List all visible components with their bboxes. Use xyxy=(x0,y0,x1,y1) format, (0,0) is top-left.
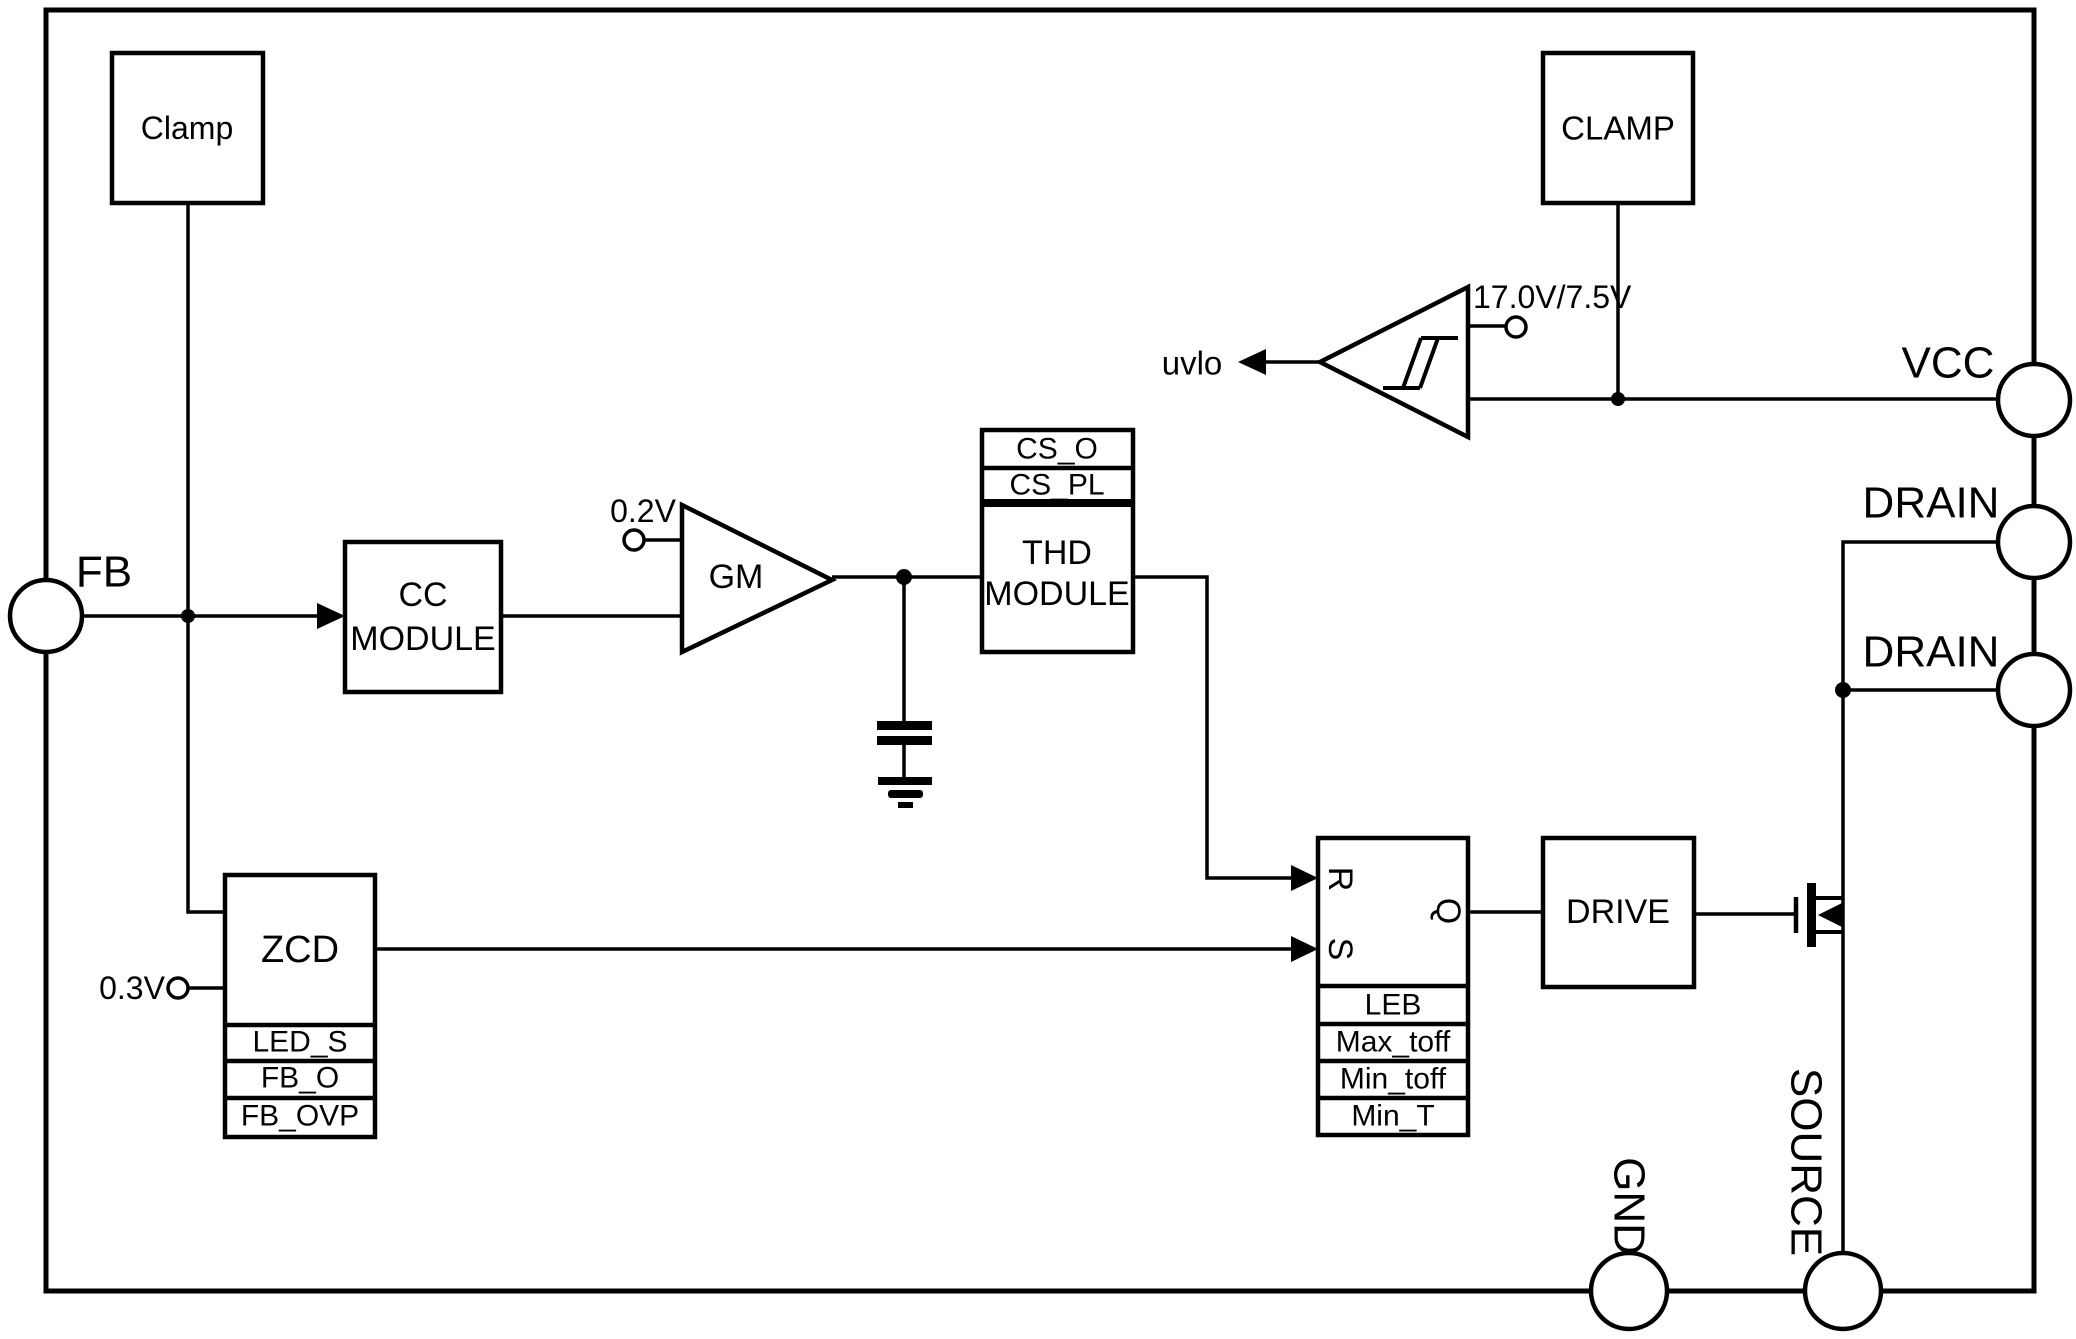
cc-module-label-line1: CC xyxy=(398,576,447,614)
gm-ref-label: 0.2V xyxy=(610,493,676,529)
cc-input-arrowhead xyxy=(317,603,345,629)
latch-input2-label: Max_toff xyxy=(1336,1026,1451,1059)
clamp-vcc-box xyxy=(1540,50,1696,206)
ground-bar3-icon xyxy=(898,802,913,808)
drain-junction-dot xyxy=(1835,682,1851,698)
thd-module-label-line1: THD xyxy=(1022,534,1092,572)
drive-box xyxy=(1540,835,1697,990)
clamp-fb-box xyxy=(109,50,266,206)
thd-input1-label: CS_O xyxy=(1016,433,1098,466)
zcd-output2-label: FB_O xyxy=(261,1062,339,1095)
drain-top-wire xyxy=(1841,540,2034,1255)
zcd-ref-terminal-icon xyxy=(166,976,190,1000)
latch-reset-label: R xyxy=(1321,867,1359,892)
fb-pin xyxy=(7,577,85,655)
zcd-output1-label: LED_S xyxy=(252,1026,347,1059)
gm-amp-label: GM xyxy=(709,558,764,596)
drain-pin-bottom xyxy=(1995,651,2073,729)
source-pin xyxy=(1802,1250,1884,1332)
fb-pin-label: FB xyxy=(76,548,132,597)
clamp-fb-label: Clamp xyxy=(141,110,233,146)
latch-set-label: S xyxy=(1321,938,1359,961)
cc-module-label-line2: MODULE xyxy=(350,620,495,658)
gm-amp-triangle xyxy=(679,501,838,656)
ground-bar2-icon xyxy=(888,790,923,798)
source-pin-label: SOURCE xyxy=(1782,1068,1831,1256)
uvlo-ref-terminal-icon xyxy=(1504,315,1528,339)
zcd-ref-label: 0.3V xyxy=(99,970,165,1006)
uvlo-signal-label: uvlo xyxy=(1162,345,1223,382)
latch-q-label: Q xyxy=(1429,898,1467,924)
latch-reset-arrowhead xyxy=(1291,865,1318,891)
zcd-box xyxy=(222,872,378,1140)
clamp-fb-to-zcd-wire xyxy=(186,205,225,914)
gm-output-junction-dot xyxy=(896,569,912,585)
uvlo-arrowhead xyxy=(1238,349,1266,375)
thd-to-latch-reset-wire xyxy=(1133,575,1296,880)
latch-input1-label: LEB xyxy=(1365,989,1422,1022)
drive-label: DRIVE xyxy=(1566,893,1670,931)
vcc-junction-dot xyxy=(1611,392,1625,406)
capacitor-plate-top-icon xyxy=(877,721,932,730)
mosfet-body-arrow-icon xyxy=(1818,903,1842,927)
latch-set-arrowhead xyxy=(1291,936,1318,962)
gnd-pin-label: GND xyxy=(1605,1157,1654,1255)
drain-top-pin-label: DRAIN xyxy=(1863,479,2000,528)
hysteresis-icon xyxy=(1383,336,1458,390)
ground-bar1-icon xyxy=(878,777,932,785)
uvlo-comparator-triangle xyxy=(1315,283,1471,441)
capacitor-plate-bottom-icon xyxy=(877,736,932,745)
latch-input4-label: Min_T xyxy=(1351,1100,1434,1133)
zcd-label: ZCD xyxy=(261,929,339,971)
uvlo-threshold-label: 17.0V/7.5V xyxy=(1473,279,1632,315)
gnd-pin xyxy=(1588,1250,1670,1332)
fb-junction-dot xyxy=(181,609,195,623)
thd-module-label-line2: MODULE xyxy=(984,575,1129,613)
latch-input3-label: Min_toff xyxy=(1340,1063,1447,1096)
drain-pin-top xyxy=(1995,503,2073,581)
zcd-output3-label: FB_OVP xyxy=(241,1100,359,1133)
gm-ref-terminal-icon xyxy=(622,528,646,552)
cc-module-box xyxy=(342,539,504,695)
mosfet-channel-bar-icon xyxy=(1807,883,1816,947)
clamp-vcc-label: CLAMP xyxy=(1561,110,1675,147)
vcc-pin xyxy=(1995,361,2073,439)
drain-bottom-pin-label: DRAIN xyxy=(1863,628,2000,677)
vcc-pin-label: VCC xyxy=(1902,339,1995,388)
thd-input2-label: CS_PL xyxy=(1009,469,1104,502)
